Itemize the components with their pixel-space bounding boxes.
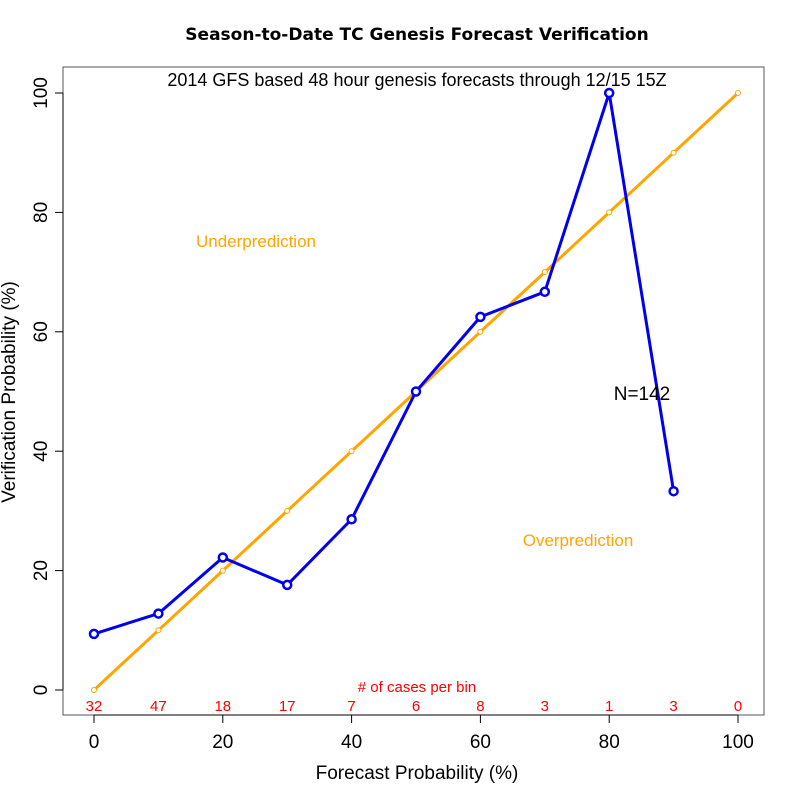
reliability-point — [539, 286, 551, 298]
y-tick-label: 80 — [31, 202, 52, 223]
y-tick-label: 20 — [31, 560, 52, 581]
underprediction-label: Underprediction — [196, 232, 316, 251]
bin-count-label: 32 — [86, 698, 103, 715]
reliability-point — [475, 311, 486, 323]
reliability-point — [346, 514, 357, 525]
perfect-reliability-point — [219, 567, 226, 574]
bin-count-label: 6 — [412, 698, 420, 715]
bin-count-label: 17 — [279, 698, 296, 715]
series-layer — [88, 87, 741, 693]
y-tick-label: 40 — [31, 441, 52, 462]
perfect-reliability-point — [735, 90, 741, 96]
reliability-line — [93, 91, 676, 636]
perfect-reliability-point — [606, 209, 613, 216]
y-tick-label: 0 — [31, 685, 52, 696]
sample-size-label: N=142 — [614, 384, 671, 405]
x-tick-label: 40 — [341, 732, 362, 753]
bin-count-label: 3 — [669, 698, 677, 715]
bin-count-label: 3 — [541, 698, 549, 715]
bin-count-label: 1 — [605, 698, 613, 715]
bin-count-label: 0 — [734, 698, 742, 715]
y-axis: 0 20 40 60 80 100 — [31, 77, 64, 696]
reliability-point — [281, 579, 293, 591]
x-tick-label: 100 — [722, 732, 754, 753]
y-axis-label: Verification Probability (%) — [0, 281, 20, 503]
bin-count-label: 7 — [347, 698, 355, 715]
x-tick-label: 20 — [212, 732, 233, 753]
series-reliability — [88, 87, 679, 640]
reliability-point — [217, 552, 229, 563]
reliability-point — [153, 608, 164, 619]
reliability-point — [88, 628, 100, 640]
overprediction-label: Overprediction — [523, 531, 634, 550]
reliability-point — [603, 87, 615, 99]
y-tick-label: 100 — [31, 77, 52, 109]
reliability-point — [668, 485, 679, 497]
perfect-reliability-point — [541, 269, 548, 276]
perfect-reliability-point — [155, 627, 162, 634]
perfect-reliability-point — [477, 328, 484, 335]
perfect-reliability-point — [670, 149, 677, 156]
x-tick-label: 80 — [599, 732, 620, 753]
bin-count-label: 8 — [476, 698, 484, 715]
perfect-reliability-point — [284, 507, 291, 514]
x-tick-label: 60 — [470, 732, 491, 753]
bin-count-label: 18 — [214, 698, 231, 715]
x-tick-label: 0 — [89, 732, 100, 753]
x-axis: 0 20 40 60 80 100 — [89, 714, 754, 753]
y-tick-label: 60 — [31, 321, 52, 342]
x-axis-label: Forecast Probability (%) — [316, 763, 519, 784]
reliability-point — [410, 386, 422, 397]
bin-count-label: 47 — [150, 698, 167, 715]
counts-title: # of cases per bin — [358, 679, 476, 696]
perfect-reliability-point — [348, 448, 355, 455]
bin-counts: 32 47 18 17 7 6 8 3 1 3 0 — [86, 698, 743, 715]
perfect-reliability-point — [91, 687, 97, 693]
chart-subtitle: 2014 GFS based 48 hour genesis forecasts… — [167, 70, 666, 90]
chart-title: Season-to-Date TC Genesis Forecast Verif… — [185, 25, 648, 45]
